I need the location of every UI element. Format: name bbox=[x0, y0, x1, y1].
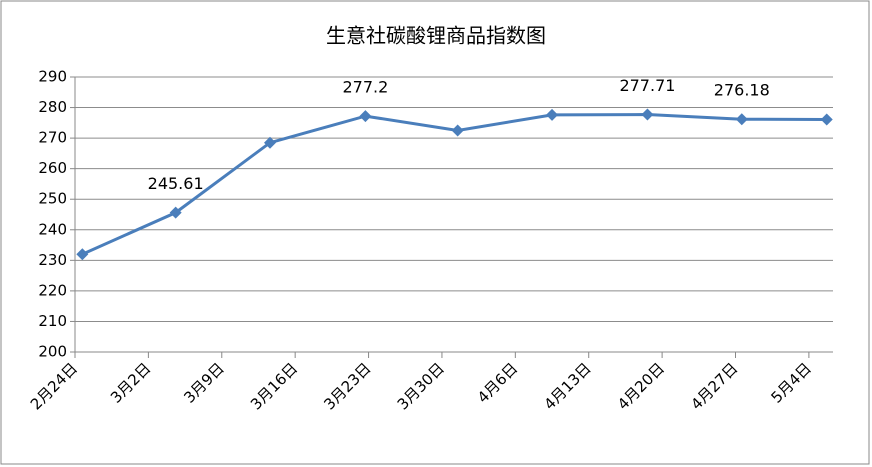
data-label: 277.71 bbox=[619, 76, 675, 95]
y-tick-label: 290 bbox=[38, 68, 67, 86]
data-point bbox=[641, 108, 654, 121]
y-tick-label: 250 bbox=[38, 190, 67, 208]
data-point bbox=[359, 110, 372, 123]
y-tick-label: 230 bbox=[38, 251, 67, 269]
y-tick-label: 260 bbox=[38, 159, 67, 177]
data-point bbox=[169, 206, 182, 219]
data-label: 245.61 bbox=[148, 174, 204, 193]
y-tick-label: 200 bbox=[38, 343, 67, 361]
data-label: 277.2 bbox=[343, 78, 389, 97]
y-tick-label: 220 bbox=[38, 281, 67, 299]
data-point bbox=[76, 248, 89, 261]
data-point bbox=[264, 136, 277, 149]
data-point bbox=[546, 108, 559, 121]
y-tick-label: 240 bbox=[38, 220, 67, 238]
data-point bbox=[820, 113, 833, 126]
y-tick-label: 280 bbox=[38, 98, 67, 116]
chart-title: 生意社碳酸锂商品指数图 bbox=[326, 24, 546, 48]
data-label: 276.18 bbox=[714, 81, 770, 100]
y-tick-label: 210 bbox=[38, 312, 67, 330]
data-point bbox=[451, 124, 464, 137]
y-tick-label: 270 bbox=[38, 129, 67, 147]
data-point bbox=[735, 113, 748, 126]
